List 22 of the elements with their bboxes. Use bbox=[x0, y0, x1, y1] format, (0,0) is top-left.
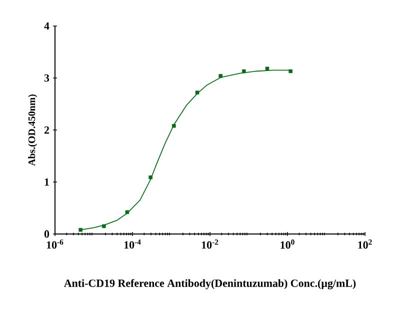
point bbox=[265, 66, 270, 71]
point bbox=[172, 124, 176, 128]
y-tick-label: 1 bbox=[44, 178, 49, 186]
point bbox=[148, 175, 152, 180]
point bbox=[288, 69, 292, 74]
x-tick-label: 10$^{-4}$ bbox=[124, 240, 141, 249]
y-tick-label: 4 bbox=[44, 22, 50, 30]
x-tick-label: 10$^{-2}$ bbox=[202, 240, 218, 249]
point bbox=[102, 224, 106, 228]
y-tick-label: 0 bbox=[44, 230, 50, 238]
point bbox=[78, 228, 82, 232]
point bbox=[242, 69, 246, 74]
x-axis-title: Anti-CD19 Reference Antibody(Denintuzumab) Conc.(µg/mL) bbox=[64, 279, 356, 290]
x-tick-label: 10$^{-6}$ bbox=[46, 240, 64, 249]
x-tick-label: 10$^{0}$ bbox=[280, 240, 294, 249]
x-tick-label: 10$^{2}$ bbox=[358, 240, 372, 249]
y-tick-label: 3 bbox=[44, 74, 50, 82]
y-tick-label: 2 bbox=[44, 126, 50, 134]
point bbox=[218, 74, 223, 78]
y-axis-title: Abs.(OD.450nm) bbox=[28, 94, 38, 166]
point bbox=[125, 210, 130, 214]
point bbox=[195, 90, 200, 94]
